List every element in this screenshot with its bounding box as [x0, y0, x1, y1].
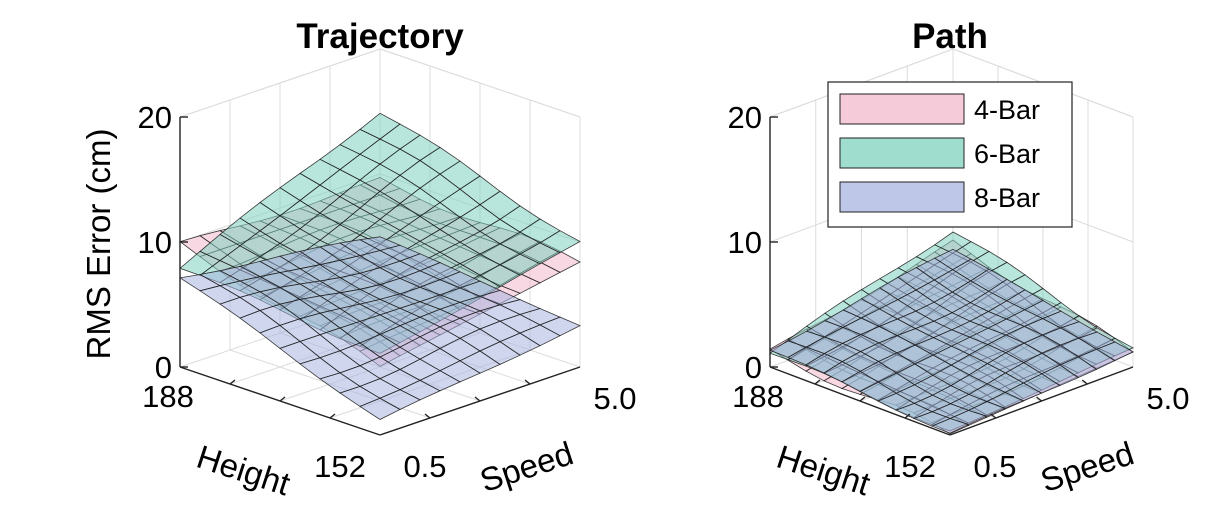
- surface-cell: [359, 397, 401, 420]
- height-tick-label: 188: [142, 379, 194, 414]
- surface-8-bar: [769, 248, 1134, 434]
- speed-axis-label: Speed: [1036, 434, 1138, 499]
- z-tick-label: 10: [728, 225, 762, 260]
- legend-swatch: [839, 93, 965, 125]
- surface-8-bar: [178, 236, 581, 420]
- legend-swatch: [839, 181, 965, 213]
- speed-tick-mark: [1081, 379, 1088, 385]
- speed-tick-label: 5.0: [1146, 381, 1189, 416]
- path-panel: 0 10 20 188 152 0.5 5.0 Height Speed Path 4-Bar 6-B…: [728, 17, 1190, 502]
- z-axis-label: RMS Error (cm): [80, 129, 117, 360]
- height-axis-label: Height: [192, 438, 294, 503]
- surface-cell: [930, 418, 970, 434]
- legend-label: 4-Bar: [974, 95, 1040, 125]
- height-tick-mark: [859, 396, 866, 402]
- speed-tick-mark: [990, 413, 997, 419]
- legend-swatch: [839, 137, 965, 169]
- z-tick-label: 10: [138, 225, 172, 260]
- speed-axis-label: Speed: [475, 434, 577, 499]
- legend-label: 8-Bar: [974, 183, 1040, 213]
- height-tick-mark: [329, 413, 336, 419]
- gridline: [179, 48, 581, 118]
- speed-tick-mark: [424, 413, 431, 419]
- height-tick-label: 188: [732, 379, 784, 414]
- speed-tick-label: 5.0: [593, 381, 636, 416]
- chart-title: Trajectory: [296, 17, 464, 56]
- z-tick-label: 0: [745, 350, 762, 385]
- speed-tick-mark: [1036, 396, 1042, 402]
- trajectory-panel: 0 10 20 188 152 0.5 5.0 Height Speed RMS Error (c…: [80, 17, 637, 502]
- z-tick-label: 20: [728, 100, 762, 135]
- height-tick-label: 152: [884, 449, 936, 484]
- height-tick-label: 152: [314, 449, 366, 484]
- legend: 4-Bar 6-Bar 8-Bar: [827, 81, 1073, 228]
- height-tick-mark: [279, 396, 286, 402]
- z-tick-label: 20: [138, 100, 172, 135]
- speed-tick-mark: [524, 379, 531, 385]
- height-tick-mark: [229, 379, 236, 385]
- height-tick-mark: [904, 413, 911, 419]
- speed-tick-label: 0.5: [973, 449, 1016, 484]
- chart-title: Path: [912, 17, 988, 56]
- z-tick-label: 0: [155, 350, 172, 385]
- speed-tick-mark: [474, 396, 481, 402]
- legend-label: 6-Bar: [974, 139, 1040, 169]
- height-tick-mark: [814, 379, 821, 385]
- speed-tick-label: 0.5: [403, 449, 446, 484]
- height-axis-label: Height: [772, 438, 874, 503]
